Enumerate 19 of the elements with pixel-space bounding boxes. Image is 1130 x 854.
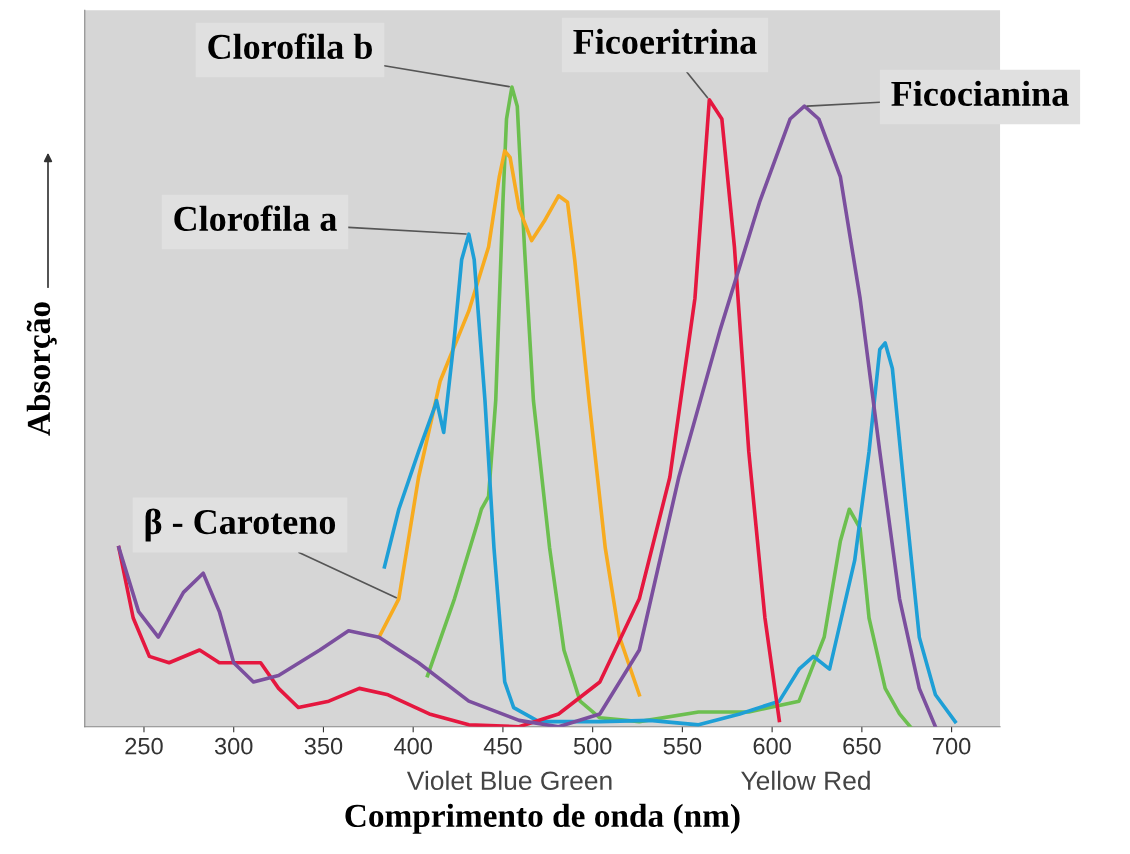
annotation: Clorofila b [208, 33, 372, 60]
annotation: Ficoeritrina [573, 28, 757, 55]
annotation: Ficocianina [891, 80, 1069, 107]
text: Violet Blue Green [406, 770, 612, 791]
y-axis-title: Absorção [26, 302, 57, 436]
x-tick-label: 300 [214, 737, 253, 755]
annotation: Clorofila a [174, 205, 337, 232]
x-tick-label: 250 [125, 737, 163, 755]
text: Yellow Red [741, 770, 870, 791]
x-tick-label: 400 [394, 737, 432, 755]
x-tick-label: 500 [573, 737, 612, 755]
x-tick-label: 600 [753, 737, 791, 755]
x-tick-label: 650 [843, 737, 881, 755]
x-tick-label: 350 [304, 737, 343, 755]
annotation: β - Caroteno [145, 508, 336, 542]
x-axis-title: Comprimento de onda (nm) [345, 803, 740, 834]
x-tick-label: 700 [933, 737, 971, 755]
x-tick-label: 450 [483, 737, 522, 755]
x-tick-label: 550 [663, 737, 702, 755]
